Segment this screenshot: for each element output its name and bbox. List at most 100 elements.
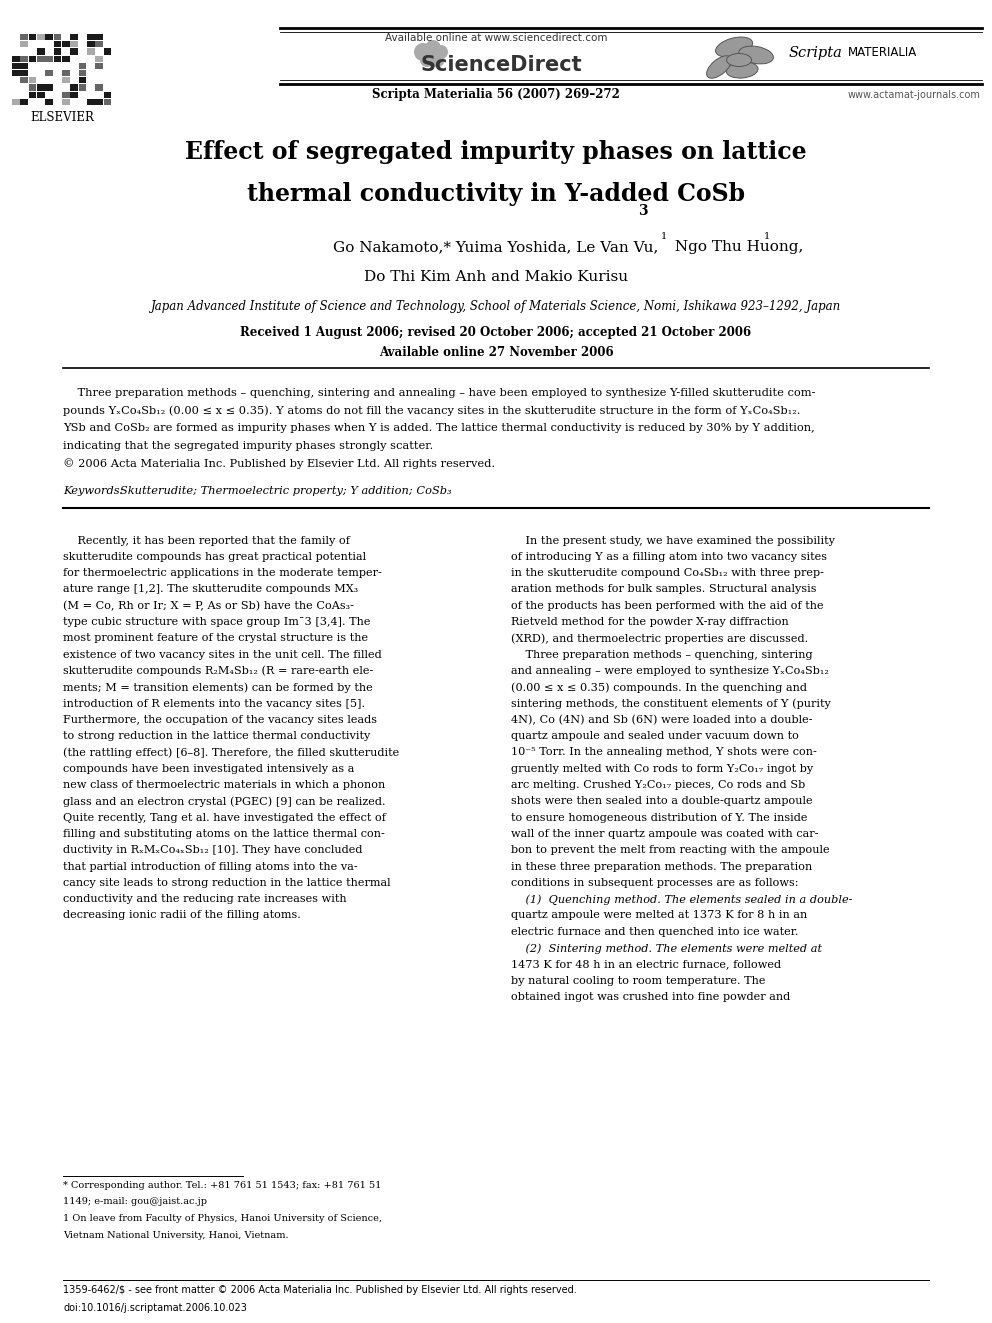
- Text: and annealing – were employed to synthesize YₓCo₄Sb₁₂: and annealing – were employed to synthes…: [511, 665, 829, 676]
- Bar: [37, 91, 45, 98]
- Text: skutterudite compounds R₂M₄Sb₁₂ (R = rare-earth ele-: skutterudite compounds R₂M₄Sb₁₂ (R = rar…: [63, 665, 373, 676]
- Bar: [95, 64, 103, 69]
- Text: Recently, it has been reported that the family of: Recently, it has been reported that the …: [63, 536, 350, 545]
- Text: existence of two vacancy sites in the unit cell. The filled: existence of two vacancy sites in the un…: [63, 650, 382, 660]
- Text: wall of the inner quartz ampoule was coated with car-: wall of the inner quartz ampoule was coa…: [511, 830, 818, 839]
- Text: © 2006 Acta Materialia Inc. Published by Elsevier Ltd. All rights reserved.: © 2006 Acta Materialia Inc. Published by…: [63, 458, 495, 468]
- Text: Effect of segregated impurity phases on lattice: Effect of segregated impurity phases on …: [186, 140, 806, 164]
- Bar: [20, 70, 28, 77]
- Text: to ensure homogeneous distribution of Y. The inside: to ensure homogeneous distribution of Y.…: [511, 812, 807, 823]
- Text: MATERIALIA: MATERIALIA: [848, 46, 918, 60]
- Bar: [62, 70, 69, 77]
- Bar: [78, 85, 86, 90]
- Bar: [46, 99, 53, 105]
- Bar: [70, 34, 78, 40]
- Text: new class of thermoelectric materials in which a phonon: new class of thermoelectric materials in…: [63, 781, 385, 790]
- Text: sintering methods, the constituent elements of Y (purity: sintering methods, the constituent eleme…: [511, 699, 831, 709]
- Text: quartz ampoule and sealed under vacuum down to: quartz ampoule and sealed under vacuum d…: [511, 732, 799, 741]
- Text: Do Thi Kim Anh and Makio Kurisu: Do Thi Kim Anh and Makio Kurisu: [364, 270, 628, 284]
- Ellipse shape: [726, 62, 758, 78]
- Bar: [54, 56, 62, 62]
- Text: 1359-6462/$ - see front matter © 2006 Acta Materialia Inc. Published by Elsevier: 1359-6462/$ - see front matter © 2006 Ac…: [63, 1285, 576, 1295]
- Bar: [20, 34, 28, 40]
- Text: introduction of R elements into the vacancy sites [5].: introduction of R elements into the vaca…: [63, 699, 365, 709]
- Text: decreasing ionic radii of the filling atoms.: decreasing ionic radii of the filling at…: [63, 910, 301, 921]
- Text: conditions in subsequent processes are as follows:: conditions in subsequent processes are a…: [511, 877, 799, 888]
- Circle shape: [430, 53, 444, 67]
- Bar: [95, 41, 103, 48]
- Bar: [95, 85, 103, 90]
- Bar: [54, 49, 62, 54]
- Bar: [46, 56, 53, 62]
- Circle shape: [420, 53, 434, 67]
- Bar: [104, 91, 111, 98]
- Text: 1: 1: [764, 232, 770, 241]
- Text: quartz ampoule were melted at 1373 K for 8 h in an: quartz ampoule were melted at 1373 K for…: [511, 910, 807, 921]
- Text: shots were then sealed into a double-quartz ampoule: shots were then sealed into a double-qua…: [511, 796, 812, 806]
- Bar: [95, 34, 103, 40]
- Bar: [78, 70, 86, 77]
- Text: ature range [1,2]. The skutterudite compounds MX₃: ature range [1,2]. The skutterudite comp…: [63, 585, 358, 594]
- Bar: [87, 34, 94, 40]
- Bar: [37, 56, 45, 62]
- Text: Available online 27 November 2006: Available online 27 November 2006: [379, 347, 613, 359]
- Text: Vietnam National University, Hanoi, Vietnam.: Vietnam National University, Hanoi, Viet…: [63, 1230, 289, 1240]
- Text: obtained ingot was crushed into fine powder and: obtained ingot was crushed into fine pow…: [511, 992, 791, 1002]
- Text: (0.00 ≤ x ≤ 0.35) compounds. In the quenching and: (0.00 ≤ x ≤ 0.35) compounds. In the quen…: [511, 683, 807, 693]
- Text: ScienceDirect: ScienceDirect: [421, 56, 582, 75]
- Text: Go Nakamoto,* Yuima Yoshida, Le Van Vu,: Go Nakamoto,* Yuima Yoshida, Le Van Vu,: [333, 239, 659, 254]
- Bar: [62, 99, 69, 105]
- Bar: [29, 91, 37, 98]
- Bar: [87, 49, 94, 54]
- Circle shape: [425, 40, 441, 56]
- Text: (1)  Quenching method. The elements sealed in a double-: (1) Quenching method. The elements seale…: [511, 894, 852, 905]
- Text: of introducing Y as a filling atom into two vacancy sites: of introducing Y as a filling atom into …: [511, 552, 827, 562]
- Text: 1: 1: [661, 232, 668, 241]
- Text: in these three preparation methods. The preparation: in these three preparation methods. The …: [511, 861, 812, 872]
- Bar: [78, 64, 86, 69]
- Bar: [62, 41, 69, 48]
- Text: 1 On leave from Faculty of Physics, Hanoi University of Science,: 1 On leave from Faculty of Physics, Hano…: [63, 1215, 382, 1222]
- Text: www.actamat-journals.com: www.actamat-journals.com: [847, 90, 980, 101]
- Text: * Corresponding author. Tel.: +81 761 51 1543; fax: +81 761 51: * Corresponding author. Tel.: +81 761 51…: [63, 1181, 381, 1189]
- Bar: [37, 85, 45, 90]
- Bar: [70, 49, 78, 54]
- Bar: [54, 41, 62, 48]
- Bar: [20, 56, 28, 62]
- Text: for thermoelectric applications in the moderate temper-: for thermoelectric applications in the m…: [63, 568, 382, 578]
- Text: Furthermore, the occupation of the vacancy sites leads: Furthermore, the occupation of the vacan…: [63, 714, 377, 725]
- Text: Ngo Thu Huong,: Ngo Thu Huong,: [670, 239, 804, 254]
- Bar: [95, 56, 103, 62]
- Text: most prominent feature of the crystal structure is the: most prominent feature of the crystal st…: [63, 634, 368, 643]
- Text: 1149; e-mail: gou@jaist.ac.jp: 1149; e-mail: gou@jaist.ac.jp: [63, 1197, 207, 1207]
- Text: (M = Co, Rh or Ir; X = P, As or Sb) have the CoAs₃-: (M = Co, Rh or Ir; X = P, As or Sb) have…: [63, 601, 354, 611]
- Bar: [46, 70, 53, 77]
- Bar: [70, 85, 78, 90]
- Text: Three preparation methods – quenching, sintering: Three preparation methods – quenching, s…: [511, 650, 812, 660]
- Bar: [87, 41, 94, 48]
- Bar: [37, 34, 45, 40]
- Bar: [29, 85, 37, 90]
- Text: electric furnace and then quenched into ice water.: electric furnace and then quenched into …: [511, 926, 799, 937]
- Bar: [78, 77, 86, 83]
- Text: In the present study, we have examined the possibility: In the present study, we have examined t…: [511, 536, 835, 545]
- Text: YSb and CoSb₂ are formed as impurity phases when Y is added. The lattice thermal: YSb and CoSb₂ are formed as impurity pha…: [63, 423, 814, 433]
- Text: bon to prevent the melt from reacting with the ampoule: bon to prevent the melt from reacting wi…: [511, 845, 829, 855]
- Text: that partial introduction of filling atoms into the va-: that partial introduction of filling ato…: [63, 861, 358, 872]
- Ellipse shape: [706, 56, 731, 78]
- Bar: [104, 49, 111, 54]
- Text: 10⁻⁵ Torr. In the annealing method, Y shots were con-: 10⁻⁵ Torr. In the annealing method, Y sh…: [511, 747, 816, 757]
- Circle shape: [434, 45, 448, 60]
- Text: ductivity in RₓMₓCo₄ₓSb₁₂ [10]. They have concluded: ductivity in RₓMₓCo₄ₓSb₁₂ [10]. They hav…: [63, 845, 362, 855]
- Text: in the skutterudite compound Co₄Sb₁₂ with three prep-: in the skutterudite compound Co₄Sb₁₂ wit…: [511, 568, 824, 578]
- Bar: [104, 99, 111, 105]
- Bar: [62, 77, 69, 83]
- Bar: [37, 49, 45, 54]
- Text: thermal conductivity in Y-added CoSb: thermal conductivity in Y-added CoSb: [247, 183, 745, 206]
- Text: Three preparation methods – quenching, sintering and annealing – have been emplo: Three preparation methods – quenching, s…: [63, 388, 815, 398]
- Text: Received 1 August 2006; revised 20 October 2006; accepted 21 October 2006: Received 1 August 2006; revised 20 Octob…: [240, 325, 752, 339]
- Bar: [62, 56, 69, 62]
- Ellipse shape: [715, 37, 753, 57]
- Text: of the products has been performed with the aid of the: of the products has been performed with …: [511, 601, 823, 611]
- Bar: [54, 34, 62, 40]
